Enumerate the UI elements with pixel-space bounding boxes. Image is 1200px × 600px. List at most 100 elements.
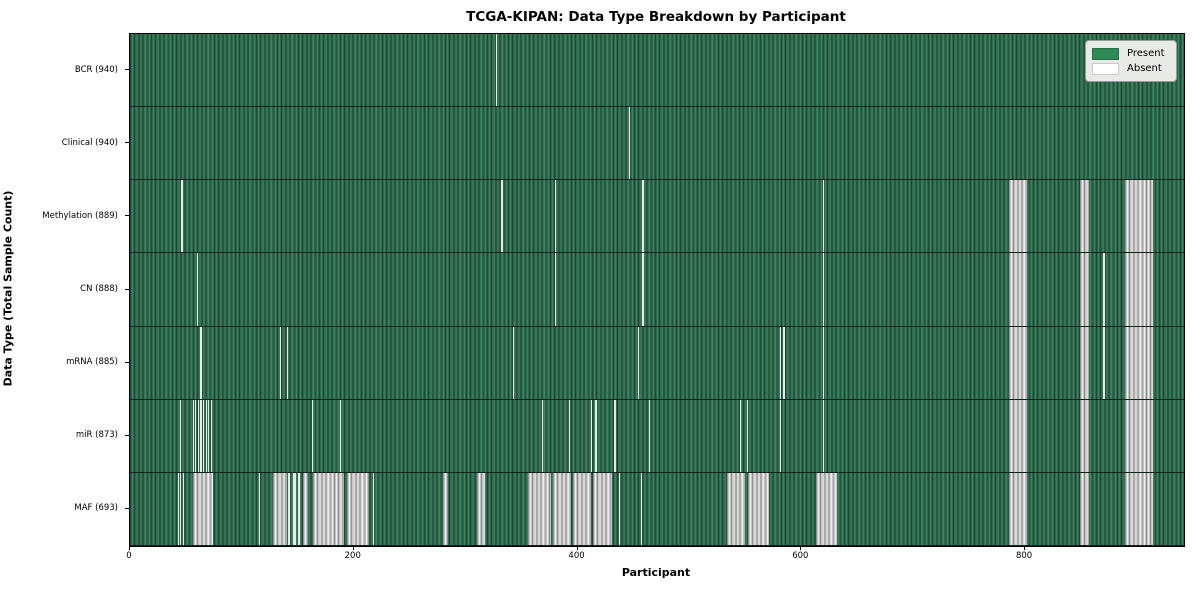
absent-segment bbox=[192, 399, 194, 472]
absent-segment bbox=[1079, 253, 1089, 326]
legend-label-absent: Absent bbox=[1127, 63, 1162, 74]
absent-segment bbox=[192, 472, 213, 545]
absent-segment bbox=[1124, 180, 1153, 253]
x-tick-mark bbox=[800, 546, 802, 550]
absent-segment bbox=[822, 253, 824, 326]
absent-segment bbox=[727, 472, 746, 545]
absent-segment bbox=[1124, 399, 1153, 472]
x-tick-label-600: 600 bbox=[792, 551, 809, 561]
absent-segment bbox=[1079, 472, 1089, 545]
legend-label-present: Present bbox=[1127, 48, 1165, 59]
absent-segment bbox=[178, 472, 180, 545]
absent-segment bbox=[273, 472, 287, 545]
absent-segment bbox=[822, 180, 824, 253]
absent-segment bbox=[1079, 326, 1089, 399]
row-band-Clinical bbox=[130, 107, 1184, 181]
absent-swatch-icon bbox=[1092, 62, 1119, 75]
absent-segment bbox=[208, 399, 210, 472]
absent-segment bbox=[593, 472, 613, 545]
plot-area: Present Absent bbox=[129, 33, 1185, 547]
absent-segment bbox=[822, 399, 824, 472]
legend: Present Absent bbox=[1085, 40, 1177, 82]
absent-segment bbox=[780, 326, 782, 399]
absent-segment bbox=[287, 472, 290, 545]
absent-segment bbox=[739, 399, 741, 472]
y-tick-label-mRNA: mRNA (885) bbox=[66, 357, 118, 368]
x-tick-label-800: 800 bbox=[1015, 551, 1033, 561]
absent-segment bbox=[1124, 253, 1153, 326]
absent-segment bbox=[746, 399, 748, 472]
y-tick-label-Methylation: Methylation (889) bbox=[42, 210, 118, 221]
absent-segment bbox=[642, 253, 644, 326]
absent-segment bbox=[1124, 472, 1153, 545]
y-tick-label-CN: CN (888) bbox=[80, 284, 118, 294]
absent-segment bbox=[1103, 326, 1105, 399]
absent-segment bbox=[1103, 253, 1105, 326]
absent-segment bbox=[202, 399, 204, 472]
absent-segment bbox=[595, 399, 597, 472]
absent-segment bbox=[258, 472, 260, 545]
legend-item-absent: Absent bbox=[1092, 61, 1169, 76]
absent-segment bbox=[372, 472, 374, 545]
absent-segment bbox=[637, 326, 640, 399]
x-tick-label-0: 0 bbox=[126, 551, 132, 561]
absent-segment bbox=[200, 399, 202, 472]
y-tick-mark bbox=[125, 288, 129, 290]
absent-segment bbox=[629, 107, 631, 180]
absent-segment bbox=[815, 472, 838, 545]
absent-segment bbox=[182, 472, 184, 545]
absent-segment bbox=[495, 34, 497, 107]
absent-segment bbox=[822, 326, 824, 399]
absent-segment bbox=[555, 253, 557, 326]
absent-segment bbox=[1124, 326, 1153, 399]
x-tick-mark bbox=[1024, 546, 1026, 550]
row-band-mRNA bbox=[130, 326, 1184, 400]
absent-segment bbox=[541, 399, 543, 472]
absent-segment bbox=[313, 472, 344, 545]
absent-segment bbox=[180, 472, 182, 545]
absent-segment bbox=[206, 399, 208, 472]
absent-segment bbox=[512, 326, 514, 399]
absent-segment bbox=[642, 180, 644, 253]
absent-segment bbox=[573, 472, 591, 545]
absent-segment bbox=[197, 253, 199, 326]
absent-segment bbox=[1009, 180, 1028, 253]
absent-segment bbox=[279, 326, 282, 399]
absent-segment bbox=[649, 399, 651, 472]
y-tick-mark bbox=[125, 361, 129, 363]
absent-segment bbox=[618, 472, 621, 545]
absent-segment bbox=[1079, 399, 1089, 472]
absent-segment bbox=[200, 326, 202, 399]
x-tick-mark bbox=[576, 546, 578, 550]
x-axis-label: Participant bbox=[621, 566, 691, 579]
x-tick-mark bbox=[129, 546, 130, 550]
y-tick-label-Clinical: Clinical (940) bbox=[61, 137, 118, 148]
absent-segment bbox=[303, 472, 308, 545]
row-band-miR bbox=[130, 399, 1184, 473]
absent-segment bbox=[181, 180, 183, 253]
row-band-Methylation bbox=[130, 180, 1184, 254]
x-tick-mark bbox=[352, 546, 354, 550]
absent-segment bbox=[443, 472, 448, 545]
absent-segment bbox=[286, 326, 288, 399]
absent-segment bbox=[552, 472, 571, 545]
x-tick-label-400: 400 bbox=[568, 551, 585, 561]
row-band-MAF bbox=[130, 472, 1184, 546]
chart-title: TCGA-KIPAN: Data Type Breakdown by Parti… bbox=[466, 9, 846, 25]
absent-segment bbox=[293, 472, 296, 545]
y-tick-mark bbox=[125, 142, 129, 144]
present-swatch-icon bbox=[1092, 47, 1119, 60]
absent-segment bbox=[1009, 253, 1028, 326]
absent-segment bbox=[312, 399, 314, 472]
absent-segment bbox=[568, 399, 570, 472]
x-tick-label-200: 200 bbox=[344, 551, 361, 561]
absent-segment bbox=[747, 472, 769, 545]
absent-segment bbox=[528, 472, 551, 545]
absent-segment bbox=[347, 472, 370, 545]
absent-segment bbox=[590, 399, 593, 472]
y-tick-mark bbox=[125, 215, 129, 217]
y-tick-label-miR: miR (873) bbox=[75, 430, 118, 441]
absent-segment bbox=[1009, 326, 1028, 399]
legend-item-present: Present bbox=[1092, 46, 1169, 61]
